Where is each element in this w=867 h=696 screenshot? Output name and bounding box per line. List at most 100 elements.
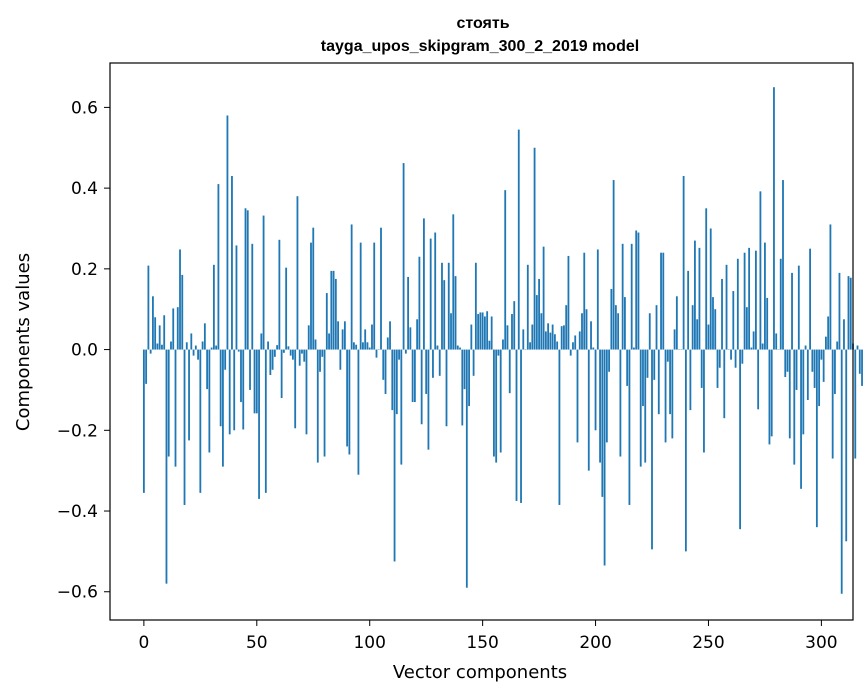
- bar: [359, 242, 362, 350]
- bar: [163, 315, 166, 350]
- bar: [698, 247, 701, 350]
- bar: [355, 344, 358, 350]
- bar: [246, 210, 249, 350]
- bar: [809, 248, 811, 350]
- bar: [861, 349, 863, 386]
- bar: [154, 317, 157, 350]
- bar: [447, 262, 450, 350]
- bar: [608, 349, 610, 372]
- bar: [551, 324, 554, 350]
- bar: [662, 252, 665, 350]
- bar: [696, 319, 699, 350]
- y-tick-label: −0.6: [57, 583, 98, 603]
- bar: [605, 349, 608, 443]
- x-tick-label: 100: [353, 633, 385, 653]
- bar: [179, 249, 181, 350]
- bar: [502, 339, 504, 350]
- bar: [161, 344, 163, 350]
- bar: [829, 224, 832, 350]
- bar: [547, 323, 550, 350]
- bar: [815, 349, 818, 528]
- bar: [511, 314, 513, 350]
- bar: [515, 349, 518, 501]
- bar: [624, 297, 626, 350]
- bar: [409, 327, 412, 350]
- bar: [269, 349, 272, 375]
- bar: [240, 349, 242, 403]
- bar: [775, 333, 778, 350]
- bar: [569, 349, 572, 356]
- bar: [443, 280, 446, 350]
- bar: [522, 329, 525, 350]
- bar: [441, 262, 443, 350]
- bar: [797, 265, 800, 350]
- bar: [395, 349, 398, 415]
- bar: [743, 252, 746, 350]
- bar: [371, 324, 373, 350]
- bar: [167, 349, 170, 457]
- bar: [373, 242, 376, 350]
- bar: [206, 349, 209, 390]
- bar: [587, 349, 590, 471]
- bar: [734, 349, 737, 368]
- bar: [420, 349, 423, 425]
- bar: [260, 333, 263, 350]
- bar: [811, 349, 814, 372]
- bar: [768, 349, 771, 445]
- bar: [452, 214, 455, 350]
- bar: [721, 278, 723, 350]
- bar: [262, 215, 265, 350]
- bar: [454, 276, 457, 350]
- bar: [526, 264, 529, 350]
- bar: [748, 247, 751, 350]
- bar: [700, 349, 703, 388]
- bar: [759, 191, 762, 350]
- bar: [212, 264, 215, 350]
- bar: [321, 349, 324, 357]
- bar: [612, 180, 615, 350]
- bar: [682, 176, 685, 350]
- bar: [312, 227, 315, 350]
- bar: [244, 208, 247, 350]
- x-tick-label: 200: [579, 633, 611, 653]
- bar: [226, 115, 229, 350]
- bar: [194, 345, 197, 350]
- bar: [784, 349, 787, 378]
- bar: [319, 349, 321, 372]
- x-tick-label: 50: [246, 633, 268, 653]
- bar: [301, 349, 303, 354]
- bar: [513, 301, 516, 350]
- bar: [152, 296, 154, 350]
- bar: [531, 324, 534, 350]
- bar: [709, 228, 712, 350]
- bar: [858, 349, 861, 374]
- bar: [689, 349, 692, 411]
- bar: [542, 246, 545, 350]
- bar: [456, 345, 459, 350]
- x-tick-label: 250: [692, 633, 724, 653]
- bar: [655, 305, 658, 350]
- y-tick-label: 0.2: [71, 260, 98, 280]
- bar: [176, 307, 179, 350]
- bar: [770, 349, 773, 437]
- bar: [264, 349, 267, 493]
- bar: [651, 349, 653, 550]
- bar: [599, 349, 601, 463]
- bar: [145, 349, 148, 384]
- bar: [820, 349, 823, 360]
- bar: [854, 349, 857, 459]
- bar: [350, 224, 353, 350]
- bar: [400, 349, 403, 465]
- x-tick-label: 300: [805, 633, 837, 653]
- bar: [427, 349, 430, 450]
- bar: [544, 331, 547, 350]
- bar: [673, 329, 676, 350]
- bar: [843, 319, 845, 350]
- bar: [255, 349, 258, 414]
- bar: [752, 331, 755, 350]
- bar: [705, 208, 708, 350]
- bar: [506, 325, 509, 350]
- bar: [450, 313, 452, 350]
- chart-subtitle: tayga_upos_skipgram_300_2_2019 model: [321, 38, 639, 55]
- bar: [795, 349, 798, 390]
